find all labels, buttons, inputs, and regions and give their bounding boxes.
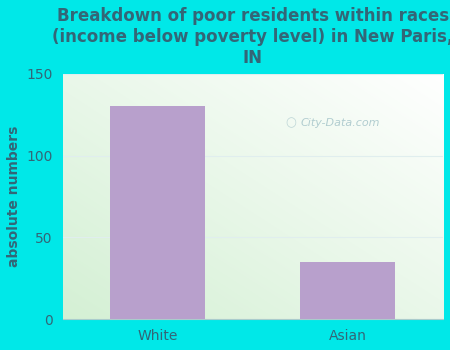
Title: Breakdown of poor residents within races
(income below poverty level) in New Par: Breakdown of poor residents within races… [52, 7, 450, 66]
Text: ○: ○ [285, 116, 296, 129]
Text: City-Data.com: City-Data.com [301, 118, 380, 128]
Y-axis label: absolute numbers: absolute numbers [7, 126, 21, 267]
Bar [110, 106, 205, 319]
Bar [301, 262, 396, 319]
